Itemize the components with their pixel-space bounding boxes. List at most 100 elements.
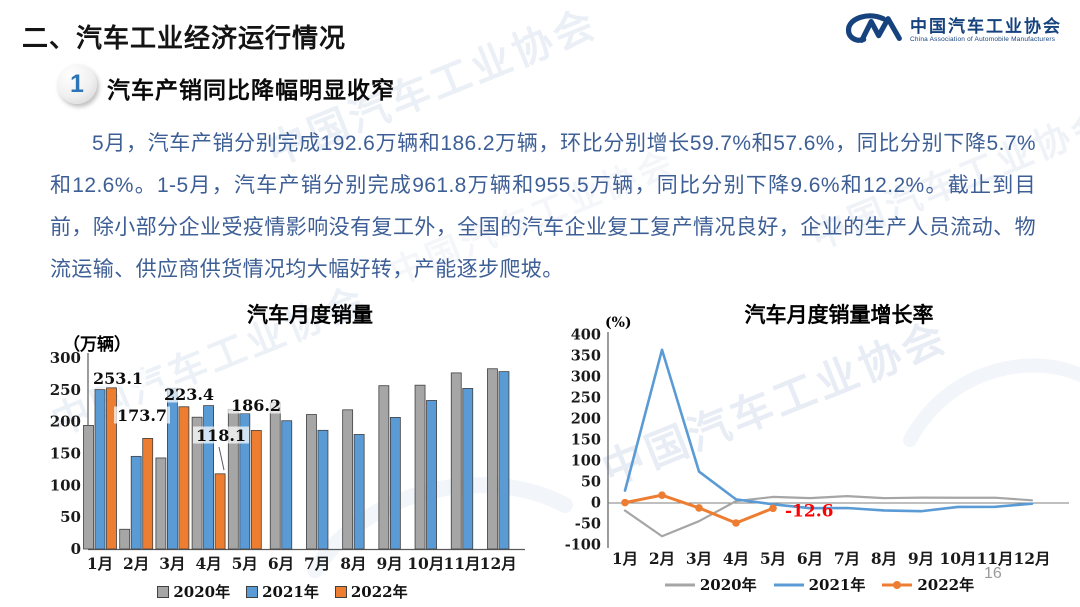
bar-2022年-3月: [178, 406, 190, 550]
y-tick-label: 300: [571, 369, 601, 386]
x-tick-label: 2月: [649, 549, 675, 568]
marker-2022年-5月: [769, 504, 777, 513]
page-title: 二、汽车工业经济运行情况: [22, 23, 347, 53]
y-tick-label: 250: [571, 390, 601, 407]
org-name-cn: 中国汽车工业协会: [910, 16, 1062, 36]
bar-2020年-4月: [191, 416, 203, 550]
org-name-en: China Association of Automobile Manufact…: [910, 35, 1056, 43]
data-label: 223.4: [164, 385, 214, 404]
legend-item-2020年: 2020年: [157, 581, 230, 602]
marker-2022年-2月: [658, 491, 666, 499]
bar-2021年-1月: [94, 389, 106, 550]
x-tick-label: 11月: [976, 549, 1013, 568]
x-tick-label: 12月: [1013, 549, 1050, 568]
bar-2020年-10月: [414, 384, 426, 550]
legend-swatch-icon: [157, 585, 170, 598]
data-label: 118.1: [196, 426, 246, 445]
bar-2021年-11月: [462, 388, 474, 550]
bar-2022年-1月: [106, 387, 117, 550]
legend-label: 2020年: [699, 576, 757, 594]
legend-swatch-icon: [882, 580, 913, 589]
marker-2022年-3月: [695, 504, 703, 512]
x-tick-label: 1月: [87, 554, 113, 573]
x-tick-label: 9月: [376, 554, 402, 573]
legend-item-2022年: 2022年: [334, 581, 408, 602]
x-tick-label: 12月: [480, 554, 517, 573]
line-chart-title: 汽车月度销量增长率: [744, 302, 934, 327]
y-tick-label: 0: [71, 540, 81, 558]
legend-item-2021年: 2021年: [773, 574, 866, 595]
legend-label: 2022年: [350, 583, 408, 601]
bar-2020年-3月: [155, 457, 167, 550]
y-tick-label: 200: [50, 413, 81, 431]
marker-2022年-4月: [732, 519, 740, 527]
legend-item-2021年: 2021年: [246, 581, 319, 602]
x-tick-label: 6月: [797, 549, 823, 568]
bar-2020年-7月: [306, 414, 317, 550]
bar-2020年-9月: [378, 385, 390, 550]
x-tick-label: 4月: [195, 554, 221, 573]
data-label: 253.1: [93, 369, 143, 388]
y-tick-label: 50: [60, 508, 81, 526]
bar-chart: 汽车月度销量 （万辆） 0 50 100 150 200 250 300 1月 2月 3月 4月 5月…: [35, 298, 530, 603]
x-tick-label: 10月: [939, 549, 976, 568]
section-heading: 汽车产销同比降幅明显收窄: [107, 77, 395, 103]
data-label-bg: [161, 385, 217, 403]
bar-chart-unit-label: （万辆）: [63, 335, 131, 355]
legend-swatch-icon: [334, 585, 347, 598]
legend-item-2022年: 2022年: [881, 574, 974, 595]
line-2021年: [623, 348, 1034, 513]
line-chart-legend: 2020年 2021年 2022年: [563, 574, 1075, 595]
cm-logo-icon: [846, 13, 902, 43]
x-tick-label: 3月: [159, 554, 185, 573]
marker-2022年-1月: [621, 498, 629, 507]
x-tick-label: 9月: [908, 549, 934, 568]
data-label-bg: [228, 396, 284, 414]
bar-chart-title: 汽车月度销量: [247, 302, 373, 327]
bar-2021年-10月: [426, 400, 437, 550]
x-tick-label: 10月: [407, 554, 444, 573]
x-tick-label: 7月: [304, 554, 330, 573]
bar-2021年-7月: [317, 429, 329, 550]
bar-2020年-8月: [342, 409, 354, 550]
annotation-label: -12.6: [785, 501, 833, 521]
x-tick-label: 8月: [340, 554, 366, 573]
legend-label: 2021年: [808, 576, 866, 594]
x-tick-label: 5月: [232, 554, 258, 573]
data-label: 186.2: [231, 396, 281, 415]
legend-label: 2020年: [173, 583, 231, 601]
y-tick-label: 200: [571, 411, 601, 428]
y-tick-label: 150: [571, 432, 601, 449]
bar-2020年-2月: [119, 528, 131, 550]
x-tick-label: 7月: [834, 549, 860, 568]
data-label-leader: [218, 446, 225, 471]
section-number: 1: [70, 69, 84, 98]
x-tick-label: 11月: [443, 554, 480, 573]
org-logo: 中国汽车工业协会 China Association of Automobile…: [844, 10, 1062, 50]
line-chart: 汽车月度销量增长率 (%) 400 350 300 250 200 150 100 50 0 -5…: [563, 298, 1075, 603]
bar-2022年-4月: [214, 473, 226, 550]
bar-2021年-5月: [239, 413, 251, 550]
bar-2020年-1月: [83, 425, 94, 550]
line-chart-plot: 400 350 300 250 200 150 100 50 0 -50 -100 1月 2月 3月 4月 5…: [565, 327, 1069, 568]
line-2020年: [623, 495, 1034, 538]
y-tick-label: 350: [571, 348, 601, 365]
org-name-block: 中国汽车工业协会 China Association of Automobile…: [910, 16, 1062, 43]
data-label-bg: [90, 369, 146, 387]
bar-chart-legend: 2020年 2021年 2022年: [35, 581, 530, 602]
y-tick-label: 100: [571, 453, 601, 470]
x-tick-label: 1月: [612, 549, 638, 568]
y-tick-label: -50: [575, 516, 601, 533]
bar-2021年-12月: [498, 371, 510, 550]
x-tick-label: 8月: [871, 549, 897, 568]
page-number: 16: [984, 565, 1002, 582]
y-tick-label: -100: [565, 537, 601, 554]
legend-label: 2022年: [917, 576, 975, 594]
data-label-bg: [193, 426, 249, 444]
legend-label: 2021年: [262, 583, 319, 601]
bar-2021年-9月: [389, 417, 401, 550]
bar-2021年-4月: [203, 405, 215, 550]
x-tick-label: 3月: [686, 549, 712, 568]
legend-swatch-icon: [664, 583, 695, 586]
